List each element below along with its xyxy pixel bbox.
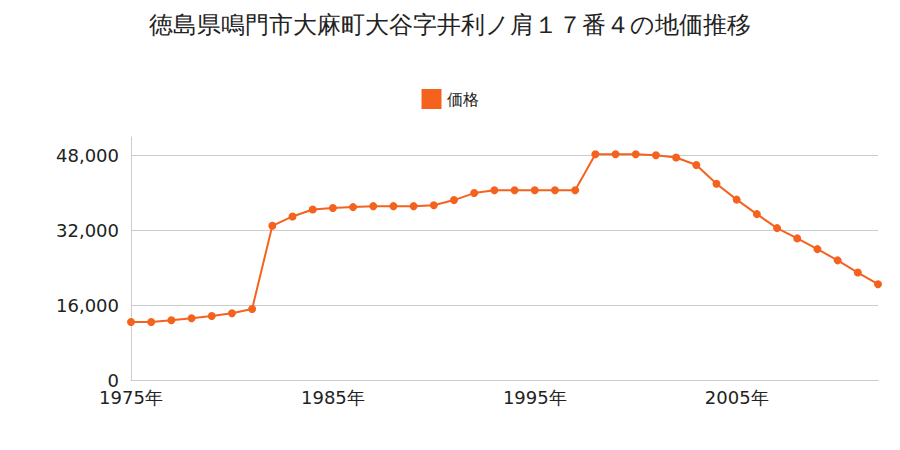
svg-text:1975年: 1975年: [99, 387, 163, 408]
svg-text:16,000: 16,000: [56, 295, 119, 316]
svg-text:48,000: 48,000: [56, 145, 119, 166]
svg-text:2005年: 2005年: [705, 387, 769, 408]
svg-text:0: 0: [107, 369, 119, 391]
svg-text:1985年: 1985年: [301, 387, 365, 408]
svg-text:徳島県鳴門市大麻町大谷字井利ノ肩１７番４の地価推移: 徳島県鳴門市大麻町大谷字井利ノ肩１７番４の地価推移: [149, 11, 751, 39]
svg-text:1995年: 1995年: [503, 387, 567, 408]
svg-text:価格: 価格: [447, 90, 479, 109]
svg-text:32,000: 32,000: [56, 220, 119, 241]
